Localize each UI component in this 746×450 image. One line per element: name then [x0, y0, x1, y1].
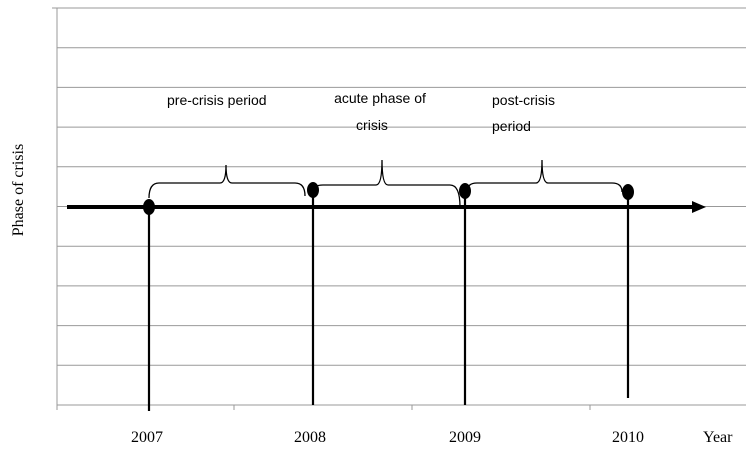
period-label: pre-crisis period [167, 92, 267, 108]
brace [312, 159, 461, 208]
x-axis-label: Year [703, 429, 733, 446]
period-label: crisis [356, 117, 388, 133]
period-label: period [492, 118, 531, 134]
point [622, 184, 634, 200]
point [143, 199, 155, 215]
arrow-head [692, 201, 706, 213]
year-label: 2008 [294, 429, 326, 446]
y-axis-label: Phase of crisis [10, 144, 27, 236]
year-label: 2007 [131, 429, 163, 446]
period-label: acute phase of [334, 90, 426, 106]
year-label: 2010 [612, 429, 644, 446]
period-label: post-crisis [492, 92, 555, 108]
timeline [67, 182, 706, 411]
braces [148, 159, 623, 208]
year-label: 2009 [449, 429, 481, 446]
brace [148, 164, 306, 199]
brace [466, 159, 623, 193]
